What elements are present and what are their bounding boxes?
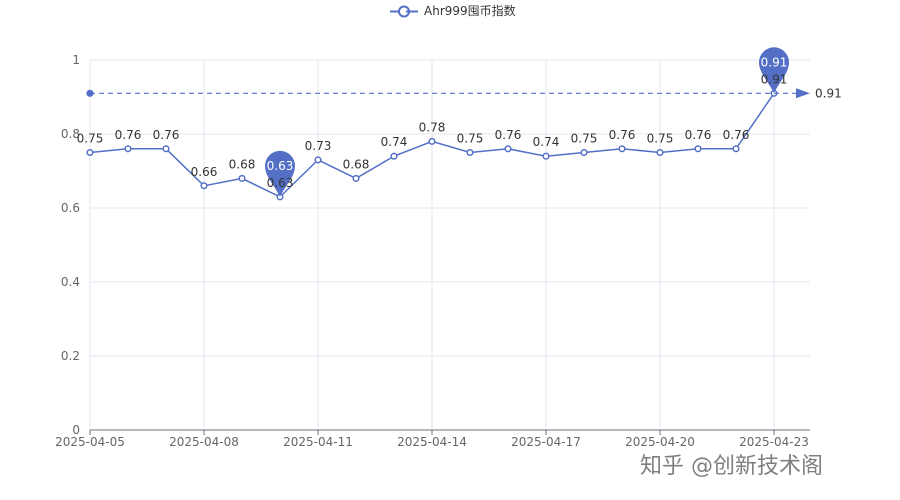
reference-line-start [86,89,94,97]
y-tick-label: 0.8 [61,127,80,141]
data-label: 0.78 [419,120,446,134]
reference-line-arrow [796,88,810,99]
legend-label: Ahr999囤币指数 [424,3,516,18]
y-tick-label: 0 [72,423,80,437]
data-label: 0.74 [381,135,408,149]
data-point[interactable] [428,137,436,145]
max-marker-pin[interactable] [759,47,789,94]
y-tick-label: 0.6 [61,201,80,215]
data-label: 0.91 [761,72,788,86]
data-point[interactable] [86,148,94,157]
y-tick-label: 1 [72,53,80,67]
x-tick-label: 2025-04-14 [397,435,467,449]
x-tick-label: 2025-04-08 [169,435,239,449]
marker-layer: 0.63 0.91 [86,47,810,197]
data-label: 0.75 [571,132,598,146]
min-marker-label: 0.63 [267,159,294,173]
legend[interactable]: Ahr999囤币指数 [390,3,516,18]
data-label: 0.76 [115,128,142,142]
data-label: 0.63 [267,176,294,190]
data-label: 0.66 [191,165,218,179]
min-marker[interactable]: 0.63 [265,150,295,197]
data-label: 0.76 [609,128,636,142]
axis-layer: 0 0.2 0.4 0.6 0.8 1 2025-04-05 2025-04-08 2025-0… [55,53,810,449]
data-point[interactable] [542,152,550,160]
data-label: 0.68 [343,157,370,171]
data-point[interactable] [352,174,360,182]
x-tick-label: 2025-04-20 [625,435,695,449]
x-tick-label: 2025-04-05 [55,435,125,449]
data-point[interactable] [732,145,740,153]
data-label: 0.75 [647,132,674,146]
data-label: 0.75 [77,132,104,146]
data-point[interactable] [466,148,474,157]
data-label: 0.68 [229,157,256,171]
min-marker-pin[interactable] [265,150,295,197]
y-tick-label: 0.4 [61,275,80,289]
max-marker[interactable]: 0.91 [759,47,789,94]
data-point[interactable] [200,182,208,190]
watermark: 知乎 @创新技术阁 [640,454,823,479]
data-label: 0.76 [685,128,712,142]
data-label: 0.76 [153,128,180,142]
data-point[interactable] [124,145,132,153]
reference-line-label: 0.91 [815,86,842,100]
data-point[interactable] [694,145,702,153]
data-label: 0.76 [495,128,522,142]
x-tick-label: 2025-04-11 [283,435,353,449]
data-label: 0.73 [305,139,332,153]
data-point[interactable] [314,156,322,164]
data-point[interactable] [656,148,664,157]
data-label: 0.74 [533,135,560,149]
y-tick-label: 0.2 [61,349,80,363]
x-tick-label: 2025-04-23 [739,435,809,449]
data-point[interactable] [504,145,512,153]
max-marker-label: 0.91 [761,55,788,69]
data-point[interactable] [390,152,398,160]
data-label: 0.76 [723,128,750,142]
series-layer [86,89,778,201]
x-tick-label: 2025-04-17 [511,435,581,449]
data-point[interactable] [162,145,170,153]
grid-layer [89,59,810,431]
label-layer: 0.75 0.76 0.76 0.66 0.68 0.63 0.73 0.68 0.74 0.78… [77,72,842,190]
data-label: 0.75 [457,132,484,146]
data-point[interactable] [618,145,626,153]
data-point[interactable] [580,148,588,157]
data-point[interactable] [238,174,246,182]
